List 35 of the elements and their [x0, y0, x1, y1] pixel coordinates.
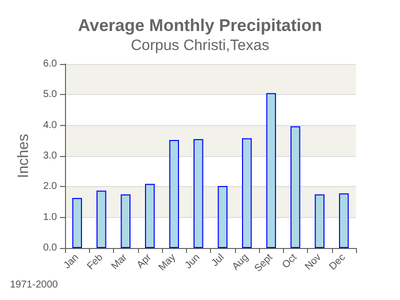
y-tick-label: 3.0	[43, 150, 58, 162]
bar	[290, 126, 300, 248]
x-tick-label: Mar	[110, 252, 130, 272]
bar	[96, 190, 106, 248]
y-tick-label: 5.0	[43, 89, 58, 100]
x-tick-label: Oct	[280, 252, 300, 271]
y-tick-label: 6.0	[43, 58, 58, 70]
text: 1971-2000	[10, 280, 58, 290]
y-tick-label: 4.0	[43, 120, 58, 131]
x-tick-label: Jun	[183, 252, 202, 272]
bar	[339, 193, 349, 248]
y-tick-label: 2.0	[43, 181, 58, 192]
x-tick-label: Jul	[210, 252, 227, 269]
x-tick-label: Jan	[62, 252, 82, 272]
x-tick-label: Nov	[303, 252, 324, 272]
bar	[169, 140, 179, 248]
bar	[218, 186, 228, 248]
x-tick-label: Aug	[230, 252, 251, 272]
bar	[242, 138, 252, 248]
x-tick-label: Apr	[134, 252, 154, 271]
bar	[145, 184, 155, 248]
bar	[72, 198, 82, 248]
y-tick-label: 1.0	[43, 212, 58, 223]
bar	[120, 194, 130, 248]
x-tick-label: Sept	[252, 252, 276, 274]
x-tick-label: May	[156, 252, 178, 274]
x-tick-label: Dec	[327, 252, 348, 272]
chart-title: Average Monthly Precipitation	[78, 16, 322, 35]
bar	[314, 194, 324, 248]
chart-subtitle: Corpus Christi,Texas	[130, 37, 270, 54]
y-axis-title: Inches	[15, 134, 32, 178]
y-tick-label: 0.0	[43, 242, 58, 254]
bar	[194, 139, 204, 248]
bar	[266, 93, 276, 248]
x-tick-label: Feb	[85, 252, 106, 272]
